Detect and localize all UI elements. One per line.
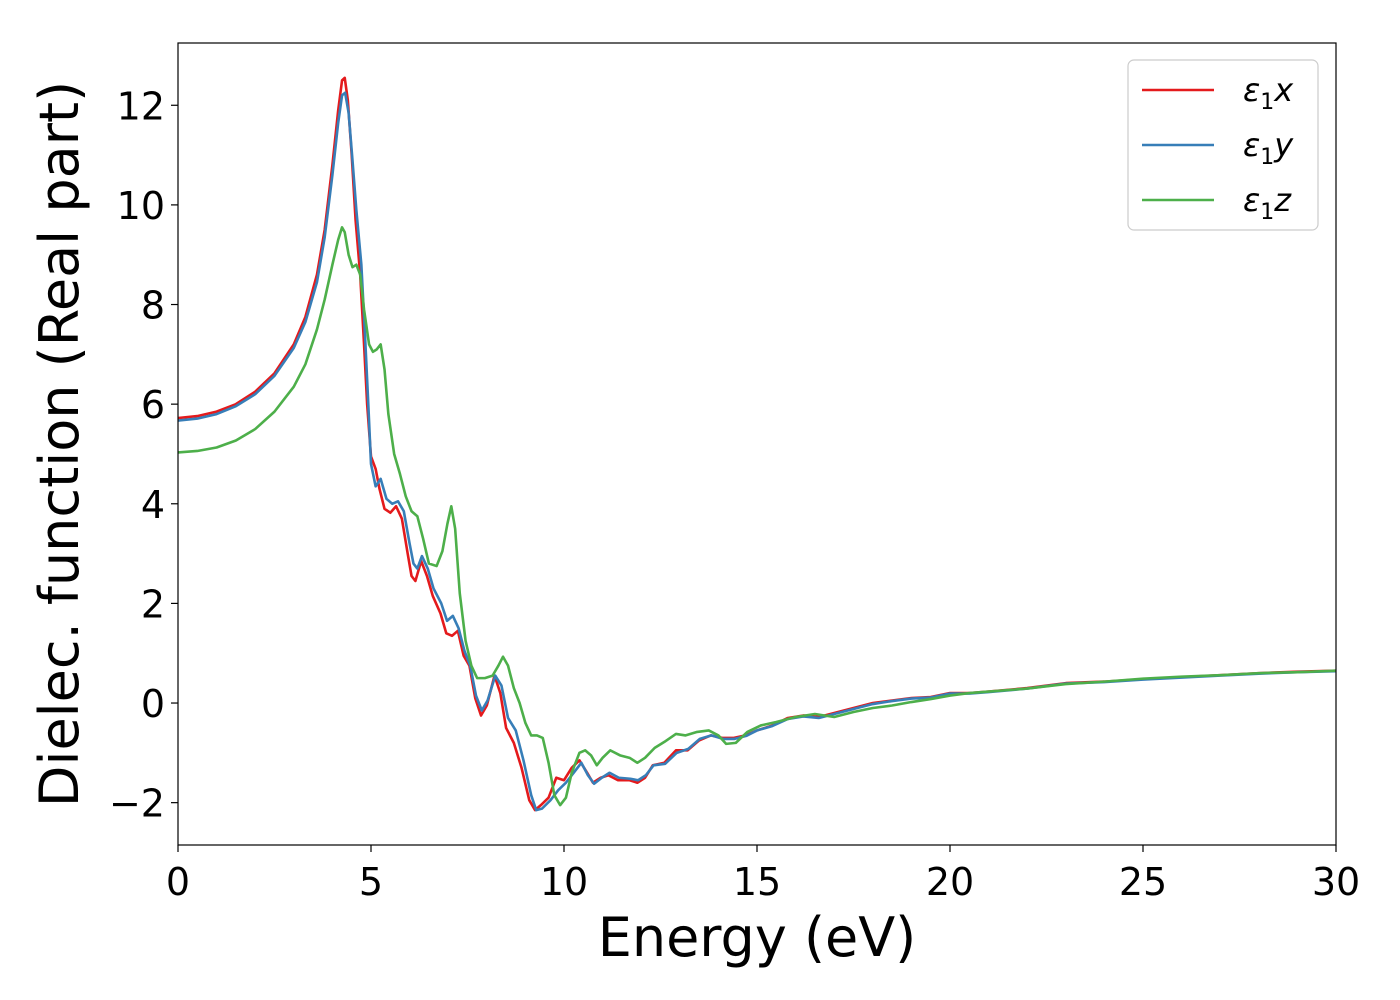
y-tick-label: 4 [141, 483, 165, 527]
legend-box [1127, 59, 1319, 231]
x-tick-label: 0 [166, 860, 190, 904]
legend-label: ε1z [1243, 181, 1292, 225]
x-axis: 0 5 10 15 20 25 30 [166, 845, 1360, 904]
legend-label: ε1x [1243, 71, 1294, 115]
x-tick-label: 30 [1312, 860, 1360, 904]
y-tick-label: 2 [141, 582, 165, 626]
x-tick-label: 10 [540, 860, 588, 904]
y-axis: −2 0 2 4 6 8 10 12 [109, 84, 178, 826]
legend-item-z: ε1z [1142, 181, 1292, 225]
legend: ε1x ε1y ε1z [1127, 59, 1319, 231]
y-tick-label: 8 [141, 284, 165, 328]
y-tick-label: 10 [117, 184, 165, 228]
y-tick-label: 6 [141, 383, 165, 427]
x-tick-label: 5 [359, 860, 383, 904]
series-lines [178, 76, 1336, 812]
x-axis-title: Energy (eV) [598, 906, 917, 969]
x-tick-label: 15 [733, 860, 781, 904]
legend-item-x: ε1x [1142, 71, 1294, 115]
x-tick-label: 25 [1119, 860, 1167, 904]
y-tick-label: 0 [141, 682, 165, 726]
y-axis-title: Dielec. function (Real part) [28, 81, 91, 807]
legend-item-y: ε1y [1142, 126, 1294, 170]
x-tick-label: 20 [926, 860, 974, 904]
series-line-y [178, 91, 1336, 812]
y-tick-label: −2 [109, 782, 165, 826]
legend-label: ε1y [1243, 126, 1294, 170]
series-line-z [178, 226, 1336, 807]
y-tick-label: 12 [117, 84, 165, 128]
